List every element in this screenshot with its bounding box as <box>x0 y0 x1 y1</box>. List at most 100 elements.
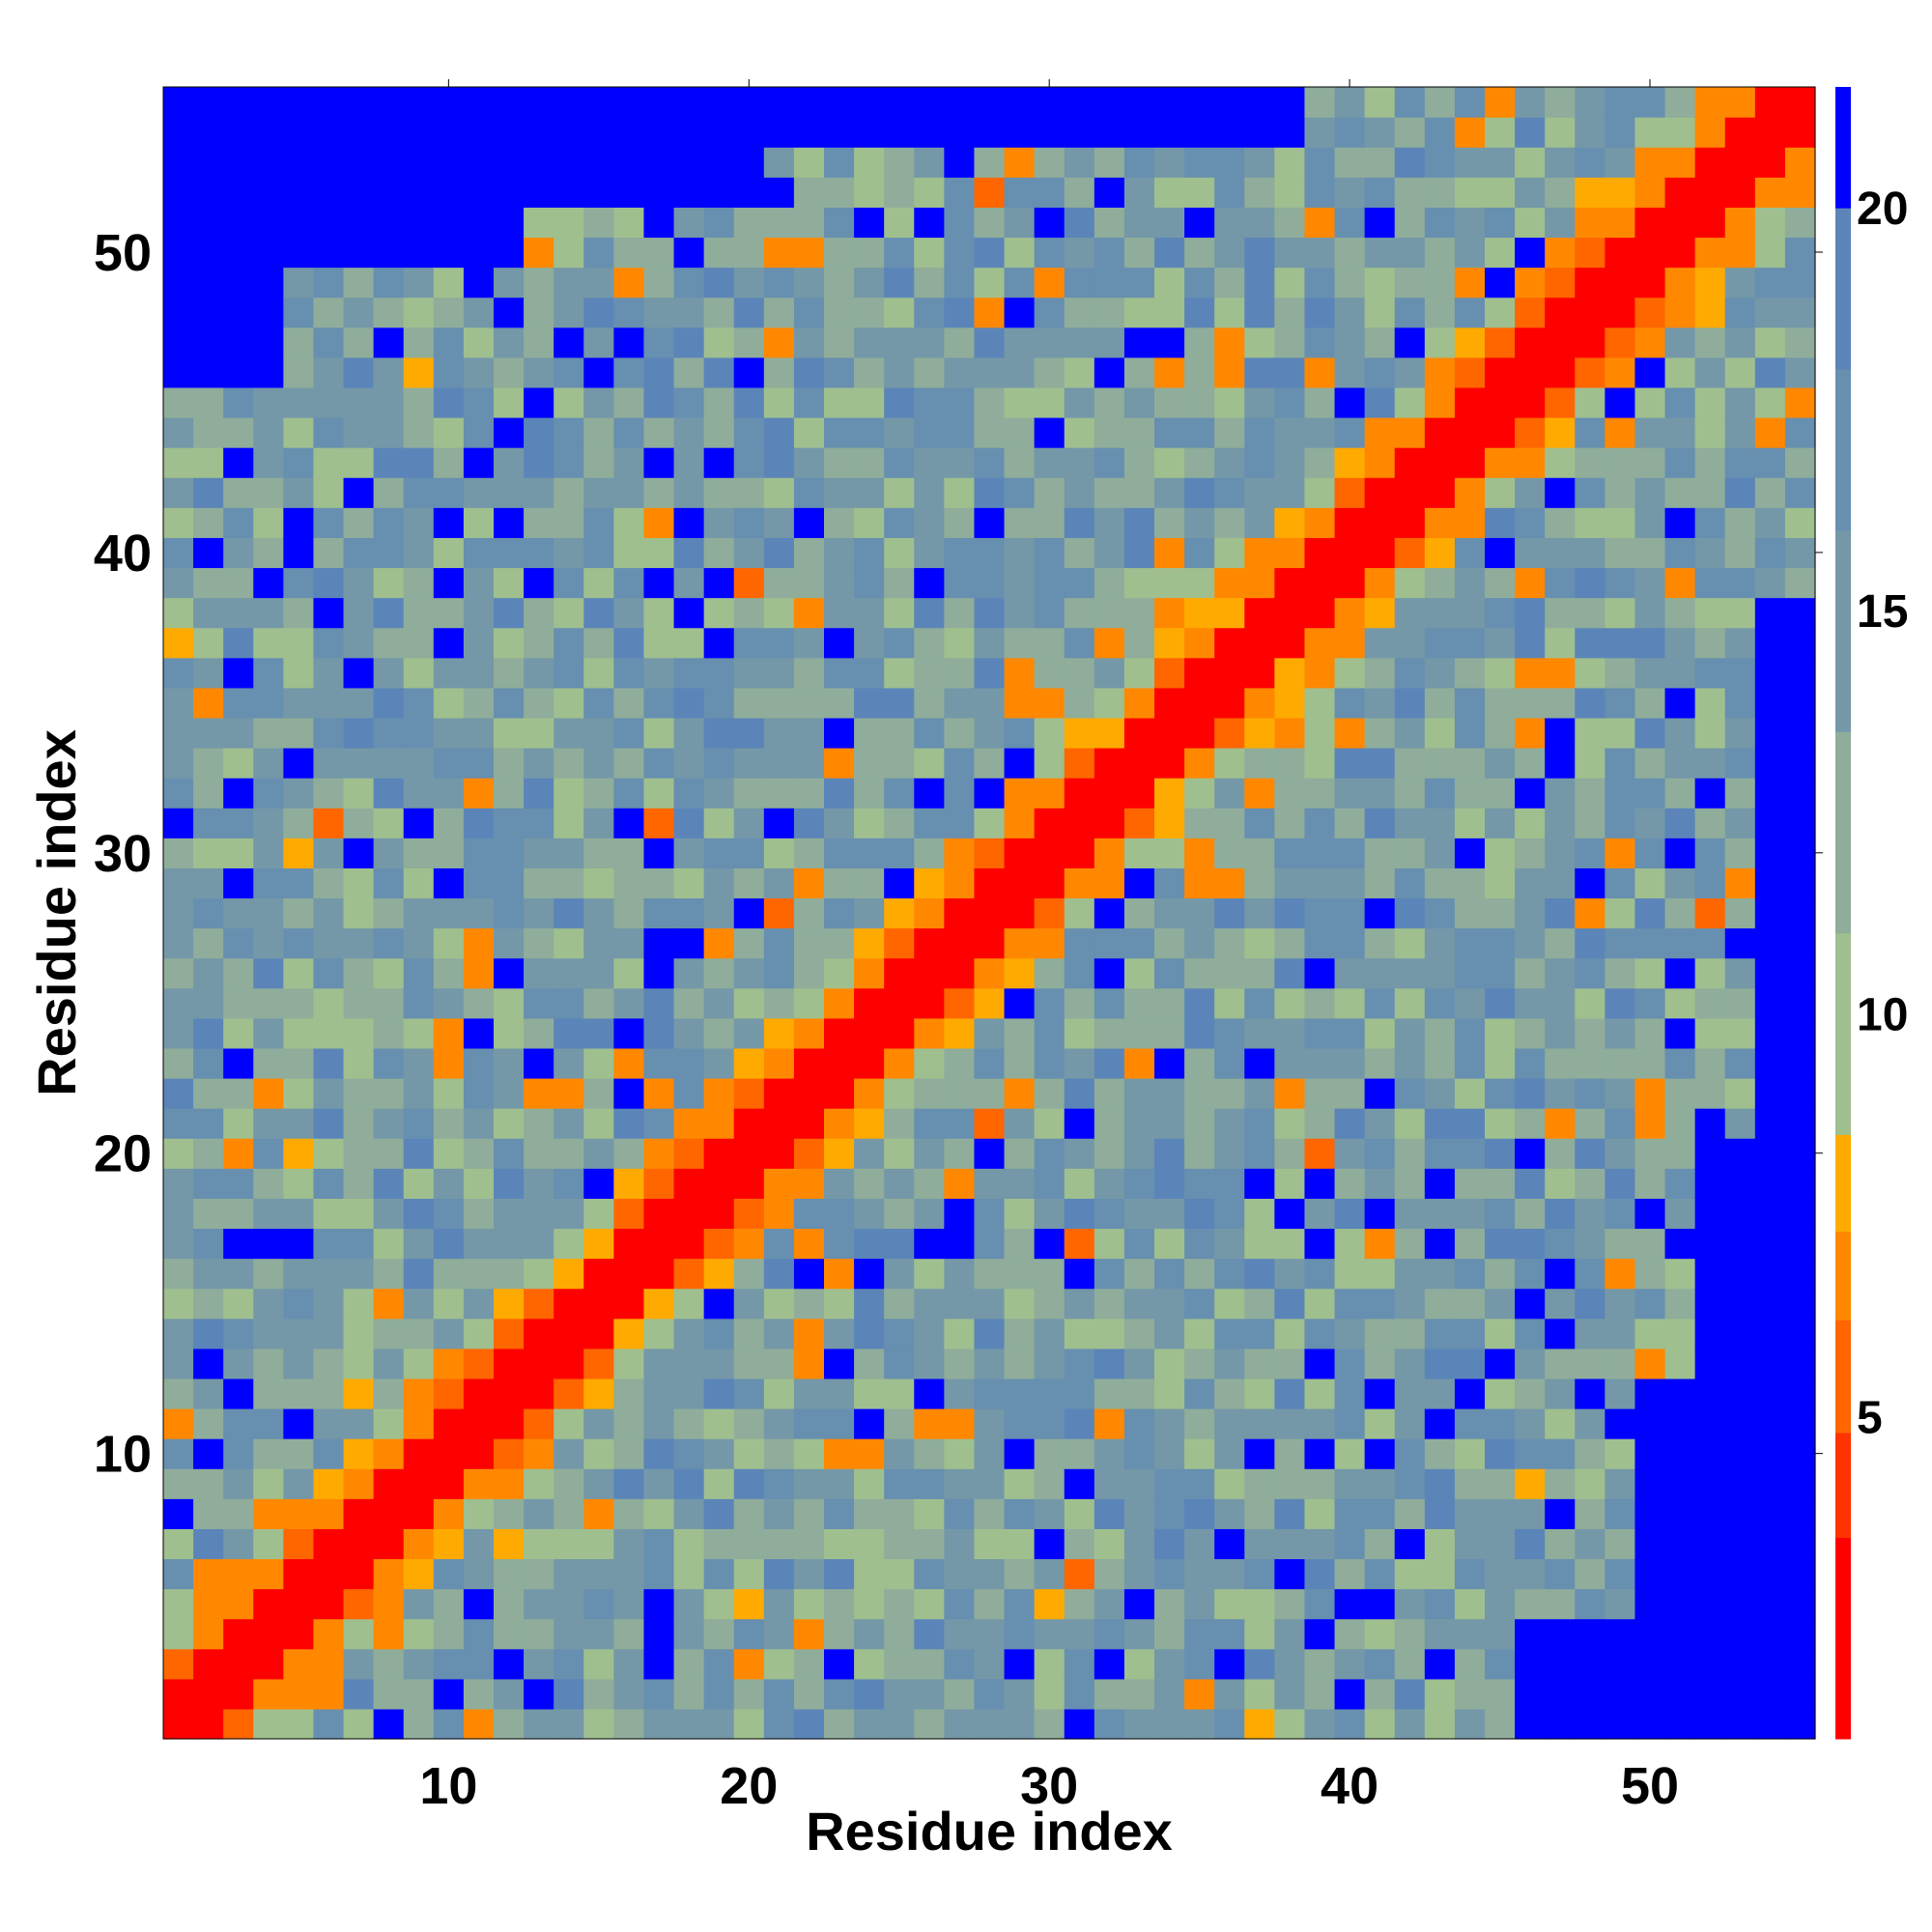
heatmap-cell <box>974 1468 1006 1499</box>
heatmap-cell <box>1123 1618 1155 1650</box>
heatmap-cell <box>1634 1047 1666 1079</box>
heatmap-cell <box>1064 567 1095 599</box>
heatmap-cell <box>914 1498 945 1529</box>
heatmap-cell <box>1274 417 1306 448</box>
heatmap-cell <box>1664 657 1696 689</box>
heatmap-cell <box>944 1318 976 1350</box>
heatmap-cell <box>1515 1378 1546 1409</box>
heatmap-cell <box>223 867 254 899</box>
heatmap-cell <box>343 1498 375 1529</box>
heatmap-cell <box>1123 748 1155 779</box>
heatmap-cell <box>1424 717 1456 749</box>
heatmap-cell <box>1664 1047 1696 1079</box>
heatmap-cell <box>1605 447 1636 478</box>
colorbar-segment <box>1835 1320 1851 1434</box>
heatmap-cell <box>1424 386 1456 418</box>
heatmap-cell <box>283 1588 315 1620</box>
heatmap-cell <box>1123 657 1155 689</box>
heatmap-cell <box>703 897 735 929</box>
heatmap-cell <box>884 838 915 868</box>
heatmap-cell <box>1424 87 1456 118</box>
heatmap-cell <box>1694 386 1726 418</box>
heatmap-cell <box>673 386 705 418</box>
heatmap-cell <box>1034 1017 1065 1049</box>
heatmap-cell <box>554 177 584 208</box>
heatmap-cell <box>343 297 375 328</box>
heatmap-cell <box>673 207 705 239</box>
heatmap-cell <box>1754 957 1786 989</box>
heatmap-cell <box>463 1408 495 1439</box>
heatmap-cell <box>1454 297 1486 328</box>
heatmap-cell <box>403 1138 435 1169</box>
heatmap-cell <box>613 567 645 599</box>
heatmap-cell <box>1724 507 1756 538</box>
heatmap-cell <box>1605 1648 1636 1680</box>
heatmap-cell <box>974 447 1006 478</box>
heatmap-cell <box>1575 297 1605 328</box>
heatmap-cell <box>1485 1378 1516 1409</box>
heatmap-cell <box>1154 177 1185 208</box>
heatmap-cell <box>1515 927 1546 959</box>
heatmap-cell <box>1545 1558 1576 1590</box>
heatmap-cell <box>1485 1198 1516 1230</box>
heatmap-cell <box>313 386 345 418</box>
heatmap-cell <box>1244 207 1275 239</box>
heatmap-cell <box>313 1318 345 1350</box>
heatmap-cell <box>253 1468 284 1499</box>
heatmap-cell <box>403 1228 435 1260</box>
heatmap-cell <box>223 1378 254 1409</box>
heatmap-cell <box>1334 1198 1366 1230</box>
heatmap-cell <box>763 1408 795 1439</box>
heatmap-cell <box>1304 1378 1336 1409</box>
heatmap-cell <box>643 237 675 269</box>
heatmap-cell <box>1184 1258 1215 1290</box>
heatmap-cell <box>463 717 495 749</box>
heatmap-cell <box>1424 297 1456 328</box>
heatmap-cell <box>223 1017 254 1049</box>
heatmap-cell <box>524 237 554 269</box>
heatmap-cell <box>1605 1198 1636 1230</box>
heatmap-cell <box>343 1138 375 1169</box>
heatmap-cell <box>403 1378 435 1409</box>
heatmap-cell <box>163 1047 194 1079</box>
heatmap-cell <box>673 507 705 538</box>
heatmap-cell <box>1694 1017 1726 1049</box>
heatmap-cell <box>1064 597 1095 629</box>
heatmap-cell <box>1364 717 1396 749</box>
heatmap-cell <box>1694 327 1726 358</box>
heatmap-cell <box>703 297 735 328</box>
heatmap-cell <box>433 1017 465 1049</box>
heatmap-cell <box>1304 1198 1336 1230</box>
heatmap-cell <box>163 657 194 689</box>
heatmap-cell <box>643 297 675 328</box>
heatmap-cell <box>613 386 645 418</box>
heatmap-cell <box>554 597 584 629</box>
heatmap-cell <box>1214 207 1245 239</box>
heatmap-cell <box>163 1378 194 1409</box>
heatmap-cell <box>373 417 405 448</box>
heatmap-cell <box>703 1078 735 1109</box>
heatmap-cell <box>343 657 375 689</box>
heatmap-cell <box>1034 1258 1065 1290</box>
heatmap-cell <box>914 147 945 178</box>
heatmap-cell <box>1094 1438 1125 1469</box>
heatmap-cell <box>1304 117 1336 148</box>
heatmap-cell <box>1724 838 1756 868</box>
heatmap-cell <box>793 1047 825 1079</box>
heatmap-cell <box>1724 987 1756 1019</box>
heatmap-cell <box>463 627 495 659</box>
heatmap-cell <box>373 147 405 178</box>
heatmap-cell <box>1394 386 1426 418</box>
heatmap-cell <box>944 1198 976 1230</box>
heatmap-cell <box>1184 1528 1215 1560</box>
heatmap-cell <box>1034 1708 1065 1740</box>
heatmap-cell <box>1184 1078 1215 1109</box>
heatmap-cell <box>733 957 765 989</box>
heatmap-cell <box>403 1558 435 1590</box>
heatmap-cell <box>343 147 375 178</box>
heatmap-cell <box>1094 267 1125 298</box>
heatmap-cell <box>1154 927 1185 959</box>
heatmap-cell <box>1394 897 1426 929</box>
heatmap-cell <box>1605 748 1636 779</box>
heatmap-cell <box>494 1318 525 1350</box>
